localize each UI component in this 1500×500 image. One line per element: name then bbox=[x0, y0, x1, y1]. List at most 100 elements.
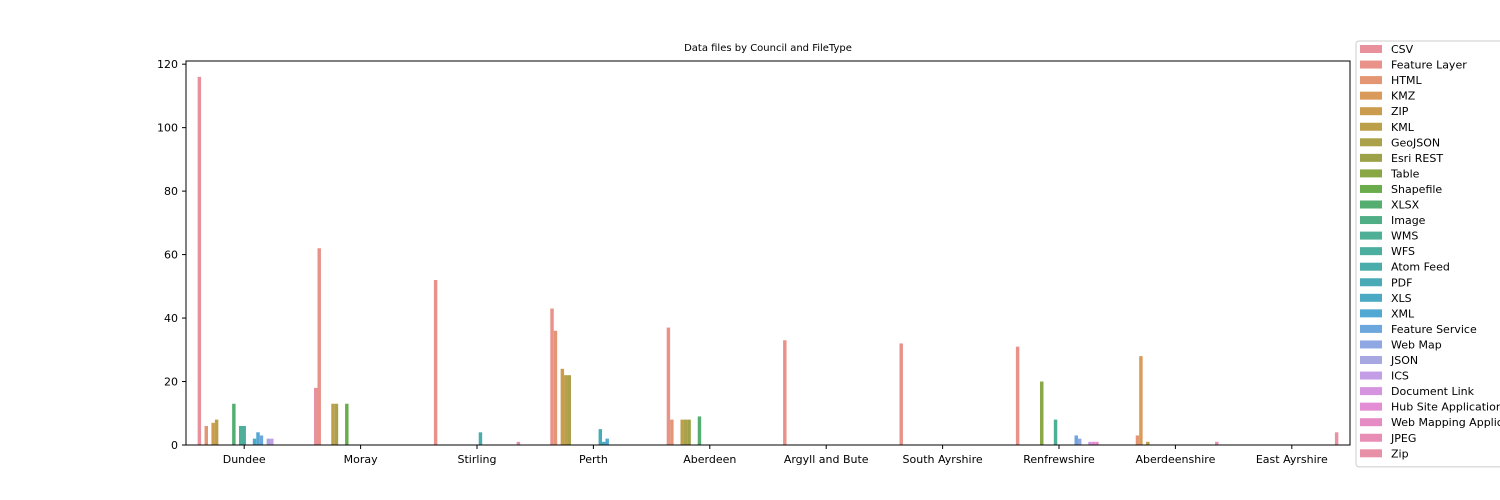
y-axis: 0 20 40 60 80 100 120 bbox=[157, 58, 186, 452]
bar bbox=[345, 403, 349, 445]
bar bbox=[1074, 435, 1078, 445]
bar bbox=[214, 419, 219, 445]
x-tick-label: South Ayrshire bbox=[903, 453, 983, 466]
legend-swatch bbox=[1360, 278, 1382, 287]
legend-entry-label: Web Map bbox=[1391, 338, 1442, 351]
bar bbox=[1091, 441, 1096, 445]
bar bbox=[232, 403, 236, 445]
legend-swatch bbox=[1360, 76, 1382, 85]
legend-swatch bbox=[1360, 293, 1382, 302]
bar bbox=[680, 419, 684, 445]
legend-entry-label: XLS bbox=[1391, 292, 1412, 305]
legend-entry-label: XLSX bbox=[1391, 199, 1420, 212]
bar bbox=[1135, 435, 1140, 445]
bar bbox=[598, 429, 603, 445]
bar bbox=[550, 308, 554, 445]
legend-swatch bbox=[1360, 91, 1382, 100]
bar bbox=[1095, 441, 1099, 445]
legend-swatch bbox=[1360, 200, 1382, 209]
legend-swatch bbox=[1360, 45, 1382, 53]
legend-swatch bbox=[1360, 216, 1382, 225]
bar bbox=[1146, 441, 1150, 445]
x-tick-label: East Ayrshire bbox=[1256, 453, 1328, 466]
bar bbox=[1053, 419, 1058, 445]
bar bbox=[259, 435, 264, 445]
legend-entry-label: GeoJSON bbox=[1391, 136, 1440, 149]
legend-swatch bbox=[1360, 231, 1382, 240]
legend-swatch bbox=[1360, 356, 1382, 364]
bar bbox=[331, 403, 335, 445]
legend-entry-label: CSV bbox=[1391, 43, 1414, 56]
bar bbox=[1088, 441, 1092, 445]
legend-entry-label: ZIP bbox=[1391, 105, 1409, 118]
bar bbox=[516, 441, 521, 445]
x-tick-label: Aberdeenshire bbox=[1135, 453, 1215, 466]
x-tick-label: Aberdeen bbox=[683, 453, 736, 466]
legend-entry-label: JSON bbox=[1390, 354, 1418, 367]
legend-entry-label: Feature Layer bbox=[1391, 59, 1467, 72]
bar bbox=[899, 343, 903, 445]
bar bbox=[314, 387, 318, 445]
legend-swatch bbox=[1360, 324, 1382, 333]
bar bbox=[1215, 441, 1219, 445]
legend-entry-label: HTML bbox=[1391, 74, 1422, 87]
legend-swatch bbox=[1360, 418, 1382, 427]
legend-entry-label: Shapefile bbox=[1391, 183, 1442, 196]
bar bbox=[256, 432, 260, 445]
bar bbox=[560, 368, 565, 445]
plot-frame bbox=[185, 60, 1351, 446]
legend-entry-label: Table bbox=[1390, 167, 1420, 180]
y-tick-label: 80 bbox=[164, 185, 178, 198]
bar bbox=[605, 438, 609, 445]
bar bbox=[602, 441, 606, 445]
legend-entry-label: Web Mapping Application bbox=[1391, 416, 1500, 429]
legend-entry-label: PDF bbox=[1391, 276, 1412, 289]
bar bbox=[553, 330, 558, 445]
bar bbox=[666, 327, 671, 445]
x-tick-label: Stirling bbox=[458, 453, 497, 466]
legend-swatch bbox=[1360, 122, 1382, 131]
legend-swatch bbox=[1360, 169, 1382, 178]
legend-swatch bbox=[1360, 153, 1382, 162]
chart-title: Data files by Council and FileType bbox=[684, 43, 852, 54]
y-tick-label: 100 bbox=[157, 122, 178, 135]
y-tick-label: 0 bbox=[171, 439, 178, 452]
legend-swatch bbox=[1360, 107, 1382, 116]
legend-swatch bbox=[1360, 309, 1382, 318]
legend-entry-label: Feature Service bbox=[1391, 323, 1477, 336]
y-tick-label: 120 bbox=[157, 58, 178, 71]
bar bbox=[211, 422, 215, 445]
legend-frame bbox=[1355, 40, 1500, 468]
legend-entry-label: Image bbox=[1391, 214, 1426, 227]
legend-swatch bbox=[1360, 138, 1382, 147]
bar bbox=[1015, 346, 1020, 445]
bar bbox=[1040, 381, 1044, 445]
bar bbox=[270, 438, 274, 445]
bar bbox=[1139, 356, 1143, 445]
bar bbox=[564, 375, 568, 445]
legend: CSV Feature Layer HTML KMZ ZIP KML GeoJSON Esri… bbox=[1355, 40, 1500, 468]
bar bbox=[334, 403, 339, 445]
legend-swatch bbox=[1360, 433, 1382, 442]
legend-entry-label: Atom Feed bbox=[1391, 261, 1450, 274]
bar bbox=[242, 425, 246, 445]
legend-entry-label: Hub Site Application bbox=[1391, 401, 1500, 414]
legend-entry-label: Esri REST bbox=[1391, 152, 1443, 165]
bar bbox=[197, 76, 202, 445]
legend-swatch bbox=[1360, 371, 1382, 380]
legend-entry-label: KMZ bbox=[1391, 90, 1416, 103]
legend-entry-label: ICS bbox=[1391, 370, 1409, 383]
bar bbox=[1334, 432, 1339, 445]
bar bbox=[204, 425, 208, 445]
y-tick-label: 20 bbox=[164, 376, 178, 389]
legend-entry-label: WFS bbox=[1391, 245, 1415, 258]
legend-entry-label: KML bbox=[1391, 121, 1415, 134]
bar bbox=[683, 419, 688, 445]
bar bbox=[783, 340, 787, 445]
legend-swatch bbox=[1360, 402, 1382, 411]
bar bbox=[478, 432, 483, 445]
legend-swatch bbox=[1360, 387, 1382, 396]
y-tick-label: 60 bbox=[164, 249, 178, 262]
legend-entry-label: Document Link bbox=[1391, 385, 1475, 398]
